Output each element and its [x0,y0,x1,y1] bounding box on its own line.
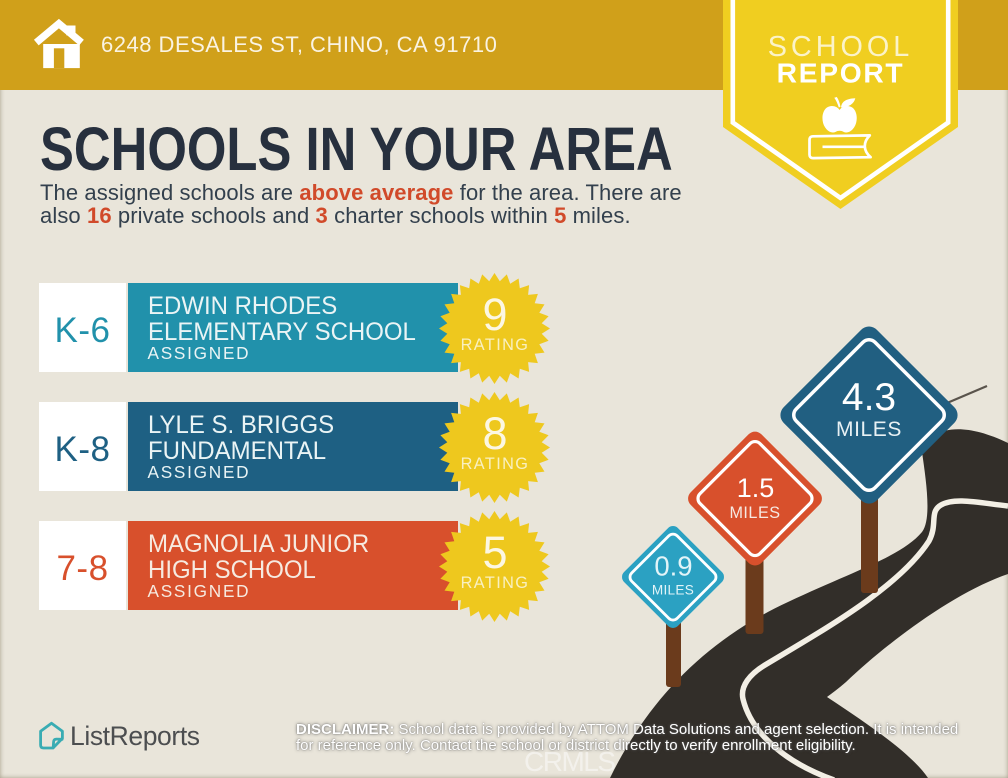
svg-text:4.3: 4.3 [842,376,896,419]
svg-text:1.5: 1.5 [737,473,775,503]
svg-text:MILES: MILES [652,583,694,598]
svg-text:MILES: MILES [836,418,902,441]
svg-text:SCHOOL: SCHOOL [768,31,914,63]
svg-text:REPORT: REPORT [777,57,905,89]
svg-text:0.9: 0.9 [654,551,692,582]
svg-text:MILES: MILES [729,504,780,522]
